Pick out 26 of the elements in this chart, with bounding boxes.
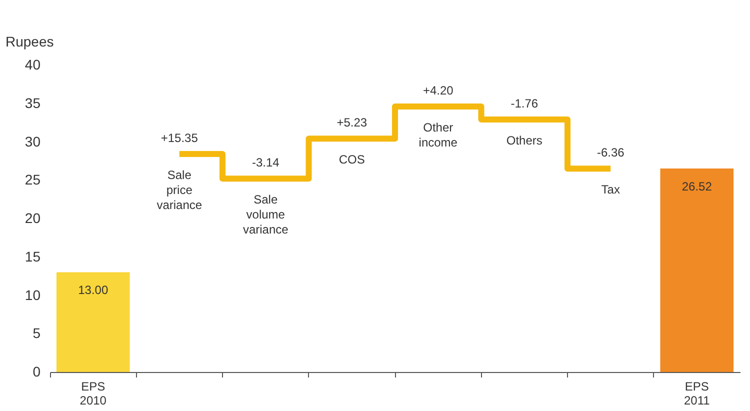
x-tick-label: EPS 2011 [684,380,710,408]
annotation: -1.76 [510,96,538,110]
data-label: 26.52 [682,179,712,194]
x-tick-label: Others [506,133,542,148]
annotation: +5.23 [336,116,368,130]
x-tick-label: Other income [418,120,458,150]
y-tick-label: 30 [24,133,41,150]
annotation: -6.36 [596,146,625,160]
y-tick-label: 10 [24,286,41,303]
y-tick-label: 20 [24,210,41,226]
x-tick-label: EPS 2010 [80,380,107,408]
x-tick-label: Sale volume variance [242,192,289,237]
annotation: -3.14 [252,156,280,170]
y-tick-label: 15 [24,248,41,264]
y-tick-label: 0 [32,364,41,380]
y-tick-label: 25 [24,172,41,188]
annotation: +4.20 [422,83,454,98]
x-tick-label: Sale price variance [156,168,202,212]
data-label: 13.00 [78,283,108,298]
y-tick-label: 35 [24,94,41,111]
x-tick-label: COS [338,152,365,167]
y-axis-title: Rupees [6,34,54,50]
x-tick-label: Tax [601,182,620,197]
annotation: +15.35 [160,131,198,146]
y-tick-label: 40 [24,56,41,72]
y-tick-label: 5 [32,325,41,342]
